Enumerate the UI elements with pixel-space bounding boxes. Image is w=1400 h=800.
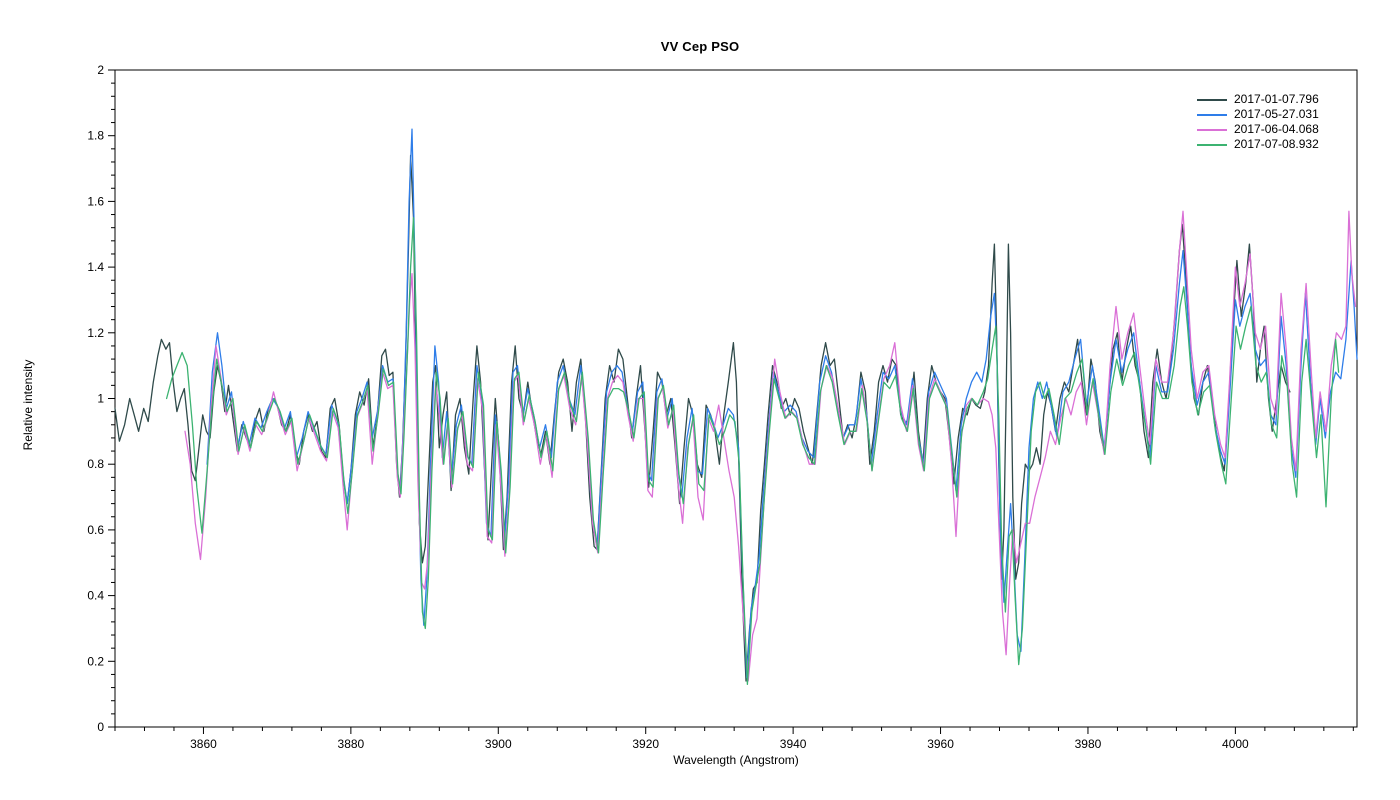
- series-line-0: [114, 154, 1291, 682]
- y-axis-label: Relative intensity: [21, 359, 35, 451]
- legend-line-swatch: [1197, 113, 1227, 116]
- svg-text:0.8: 0.8: [87, 457, 104, 471]
- svg-text:0.6: 0.6: [87, 523, 104, 537]
- svg-text:4000: 4000: [1222, 737, 1249, 751]
- svg-text:3960: 3960: [927, 737, 954, 751]
- legend-line-swatch: [1197, 98, 1227, 101]
- svg-text:1.8: 1.8: [87, 129, 104, 143]
- legend-item: 2017-05-27.031: [1197, 107, 1319, 122]
- legend-item: 2017-06-04.068: [1197, 122, 1319, 137]
- svg-text:3920: 3920: [632, 737, 659, 751]
- legend-item: 2017-01-07.796: [1197, 92, 1319, 107]
- legend-item: 2017-07-08.932: [1197, 137, 1319, 152]
- svg-text:3980: 3980: [1075, 737, 1102, 751]
- axis-ticks: [108, 69, 1354, 734]
- legend-line-swatch: [1197, 128, 1227, 131]
- x-axis-label: Wavelength (Angstrom): [673, 753, 799, 767]
- series-line-2: [184, 210, 1357, 682]
- svg-text:0: 0: [97, 720, 104, 734]
- svg-text:3900: 3900: [485, 737, 512, 751]
- series-lines: [114, 128, 1358, 685]
- legend-label: 2017-07-08.932: [1234, 137, 1319, 151]
- legend-label: 2017-05-27.031: [1234, 107, 1319, 121]
- svg-text:2: 2: [97, 63, 104, 77]
- svg-text:1.4: 1.4: [87, 260, 104, 274]
- svg-text:0.4: 0.4: [87, 589, 104, 603]
- tick-labels: 3860 3880 3900 3920 3940 3960 3980 4000 0 0.2 0.4 0…: [87, 63, 1249, 751]
- plot-border: [114, 69, 1358, 728]
- svg-text:3860: 3860: [190, 737, 217, 751]
- series-line-3: [165, 217, 1340, 685]
- legend-label: 2017-01-07.796: [1234, 92, 1319, 106]
- svg-text:1: 1: [97, 392, 104, 406]
- legend-label: 2017-06-04.068: [1234, 122, 1319, 136]
- chart-title: VV Cep PSO: [660, 39, 740, 54]
- svg-text:1.6: 1.6: [87, 194, 104, 208]
- svg-text:0.2: 0.2: [87, 654, 104, 668]
- series-line-1: [206, 128, 1358, 679]
- legend-line-swatch: [1197, 143, 1227, 146]
- svg-text:3940: 3940: [780, 737, 807, 751]
- legend: 2017-01-07.796 2017-05-27.031 2017-06-04.0…: [1197, 92, 1319, 152]
- svg-text:3880: 3880: [338, 737, 365, 751]
- svg-text:1.2: 1.2: [87, 326, 104, 340]
